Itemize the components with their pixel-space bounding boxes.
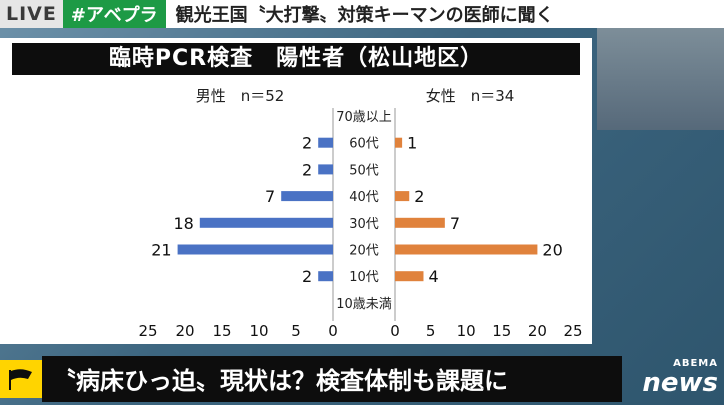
male-header: 男性 n＝52 — [196, 87, 285, 105]
abema-news-logo: ABEMA news — [618, 358, 718, 402]
male-tick-label: 10 — [249, 322, 268, 340]
male-bar — [281, 191, 333, 202]
male-data-label: 7 — [265, 187, 275, 206]
male-tick-label: 0 — [328, 322, 338, 340]
guest-video — [597, 28, 724, 130]
male-bar — [318, 271, 333, 282]
category-label: 60代 — [349, 137, 379, 152]
female-tick-label: 15 — [492, 322, 511, 340]
category-label: 70歳以上 — [336, 110, 392, 125]
male-tick-label: 25 — [138, 322, 157, 340]
bottom-caption-bar: 〝病床ひっ迫〟現状は？検査体制も課題に — [0, 352, 724, 405]
female-header: 女性 n＝34 — [426, 87, 515, 105]
category-label: 10代 — [349, 270, 379, 285]
top-ticker: LIVE #アベプラ 観光王国〝大打撃〟対策キーマンの医師に聞く — [0, 0, 724, 28]
male-data-label: 21 — [151, 241, 171, 260]
female-bar — [395, 137, 403, 148]
category-label: 30代 — [349, 217, 379, 232]
category-label: 20代 — [349, 244, 379, 259]
brand-line1: ABEMA — [673, 358, 718, 369]
female-tick-label: 25 — [563, 322, 582, 340]
male-data-label: 2 — [302, 160, 312, 179]
category-label: 50代 — [349, 163, 379, 178]
female-bar — [395, 271, 424, 282]
male-data-label: 18 — [173, 214, 193, 233]
male-data-label: 2 — [302, 134, 312, 153]
chart-title: 臨時PCR検査 陽性者（松山地区） — [12, 43, 580, 75]
caption-text: 〝病床ひっ迫〟現状は？検査体制も課題に — [42, 355, 622, 402]
male-bar — [199, 217, 333, 228]
category-label: 40代 — [349, 190, 379, 205]
female-data-label: 1 — [407, 134, 417, 153]
male-tick-label: 20 — [175, 322, 194, 340]
flag-icon — [0, 359, 42, 398]
male-bar — [318, 137, 333, 148]
live-badge: LIVE — [0, 0, 63, 28]
category-label: 10歳未満 — [336, 297, 392, 312]
male-data-label: 2 — [302, 267, 312, 286]
male-tick-label: 5 — [291, 322, 301, 340]
female-data-label: 2 — [414, 187, 424, 206]
video-background — [597, 28, 724, 130]
female-bar — [395, 244, 538, 255]
female-tick-label: 5 — [426, 322, 436, 340]
male-bar — [177, 244, 333, 255]
male-bar — [318, 164, 333, 175]
female-data-label: 7 — [450, 214, 460, 233]
female-tick-label: 10 — [457, 322, 476, 340]
female-data-label: 20 — [542, 241, 562, 260]
female-bar — [395, 217, 445, 228]
chart-panel: 臨時PCR検査 陽性者（松山地区） 男性 n＝52 女性 n＝34 70歳以上 60代… — [0, 38, 592, 344]
female-tick-label: 0 — [390, 322, 400, 340]
hashtag-badge: #アベプラ — [62, 0, 166, 28]
headline-text: 観光王国〝大打撃〟対策キーマンの医師に聞く — [165, 0, 724, 28]
female-bar — [395, 191, 410, 202]
female-data-label: 4 — [428, 267, 438, 286]
brand-line2: news — [642, 368, 718, 398]
female-tick-label: 20 — [528, 322, 547, 340]
male-tick-label: 15 — [212, 322, 231, 340]
